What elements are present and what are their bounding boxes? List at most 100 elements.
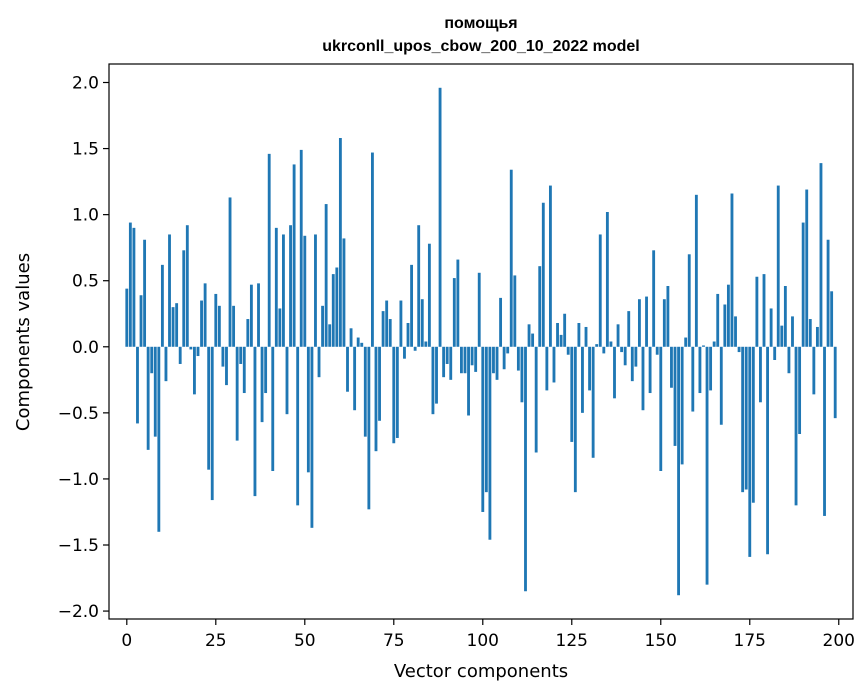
bar [299,149,303,347]
bar [677,346,680,596]
bar [185,225,189,347]
bar [214,293,218,347]
bar [424,341,428,347]
bar [150,346,154,374]
bar [531,333,535,347]
bar [748,346,752,557]
bar [139,295,143,347]
bar [335,267,339,347]
bar [495,346,499,380]
bar [438,87,442,347]
bar [815,326,819,347]
bar [819,163,823,347]
bar [794,346,798,506]
bar [235,346,239,441]
bar [257,283,260,347]
bar [716,293,720,347]
bar [805,189,809,347]
x-tick-label: 125 [556,631,588,651]
bar [652,250,656,347]
bar [481,346,485,512]
bar [520,346,524,403]
bar [267,153,271,347]
bar [620,346,624,353]
bar [609,341,613,347]
bar [470,346,474,366]
bar [296,346,300,506]
bar [125,288,129,347]
bar [559,334,563,347]
y-tick-label: 0.5 [72,272,99,292]
bar [346,346,349,392]
bar [744,346,748,490]
bar [541,202,545,347]
bar [552,346,556,383]
bar [691,346,695,412]
bar [605,212,609,347]
bar [773,346,777,360]
bar [506,346,510,354]
bar [221,346,225,367]
bar [328,324,332,347]
bar [331,274,335,347]
bar [303,235,307,347]
bar [570,346,574,442]
bar [527,324,531,347]
bar [356,337,360,347]
bar [324,204,328,347]
bar [367,346,371,510]
bar [680,346,684,465]
bar [787,346,791,374]
bar [655,346,659,355]
bar [798,346,802,434]
bar [581,346,584,413]
bar [310,346,314,528]
y-tick-label: −1.0 [58,470,99,490]
bar [413,346,417,351]
bar [371,152,374,347]
bar [492,346,495,374]
x-tick-label: 50 [294,631,316,651]
bar [723,304,727,347]
bar [545,346,549,391]
bar [460,346,463,374]
bars-group [125,87,837,596]
bar [595,344,599,347]
bar [388,319,392,347]
bar [249,284,253,347]
y-axis-ticks: −2.0 −1.5 −1.0 −0.5 0.0 0.5 1.0 1.5 2.0 [58,74,109,622]
bar [427,243,431,347]
bar [823,346,826,516]
bar [189,346,193,350]
x-tick-label: 75 [383,631,405,651]
bar [449,346,453,380]
bar [274,227,278,347]
bar [769,308,773,347]
bar [577,323,581,347]
bar [392,346,396,444]
chart-title: помощья [444,15,517,32]
bar [178,346,182,364]
bar [780,325,784,347]
bar [726,284,730,347]
y-tick-label: 0.0 [72,338,99,358]
bar [282,234,285,347]
bar [488,346,492,540]
bar [225,346,228,386]
bar [484,346,488,493]
bar [210,346,214,501]
bar [634,346,638,367]
bar [217,305,221,347]
chart-subtitle: ukrconll_upos_cbow_200_10_2022 model [322,38,639,55]
bar [456,259,460,347]
bar [645,296,648,347]
bar [171,307,175,347]
bar [563,313,567,347]
bar [378,346,381,421]
y-tick-label: −0.5 [58,404,99,424]
bar [812,346,816,395]
bar [588,346,591,391]
bar [698,346,702,394]
bar [160,264,164,347]
